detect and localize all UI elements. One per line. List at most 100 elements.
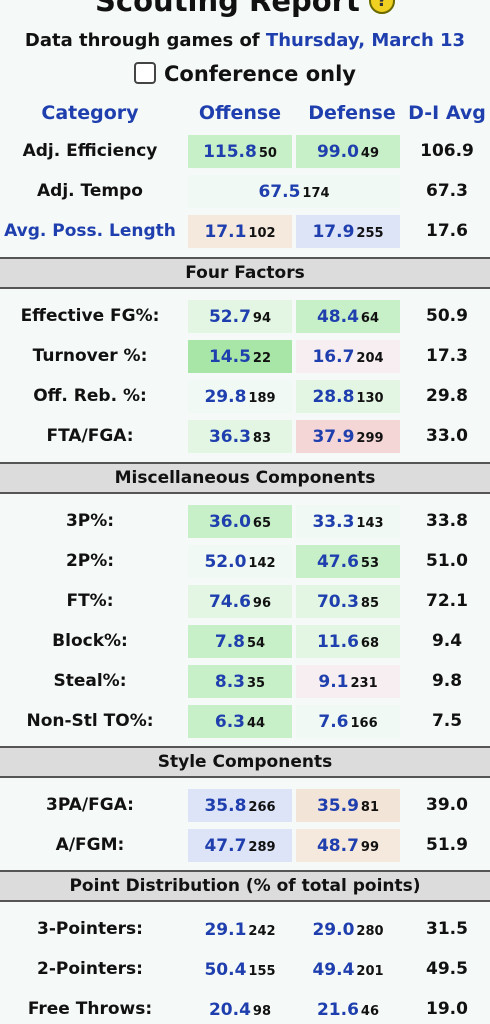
offense-value[interactable]: 52.7	[208, 307, 251, 327]
di-avg-value: 7.5	[431, 711, 463, 731]
defense-rank: 143	[356, 516, 384, 531]
di-avg-value: 9.4	[431, 631, 463, 651]
defense-rank: 255	[356, 226, 384, 241]
offense-value[interactable]: 20.4	[208, 1000, 251, 1020]
defense-rank: 81	[360, 800, 380, 815]
offense-cell: 14.5 22	[188, 340, 292, 373]
defense-value[interactable]: 21.6	[316, 1000, 359, 1020]
offense-value[interactable]: 47.7	[204, 836, 247, 856]
offense-cell: 52.0 142	[188, 545, 292, 578]
di-avg-value: 49.5	[426, 959, 468, 979]
di-avg-value: 33.8	[426, 511, 468, 531]
offense-cell: 7.8 54	[188, 625, 292, 658]
defense-cell: 17.9 255	[296, 215, 400, 248]
stat-label: Adj. Efficiency	[22, 141, 158, 161]
di-avg-value: 33.0	[426, 426, 468, 446]
offense-cell: 36.0 65	[188, 505, 292, 538]
stat-row-2-pointers: 2-Pointers: 50.4 155 49.4 201 49.5	[0, 949, 490, 989]
defense-cell: 11.6 68	[296, 625, 400, 658]
offense-value[interactable]: 50.4	[204, 960, 247, 980]
section-header-four-factors: Four Factors	[0, 257, 490, 289]
stat-row-adj-tempo: Adj. Tempo 67.5 174 67.3	[0, 171, 490, 211]
offense-cell: 47.7 289	[188, 829, 292, 862]
subtitle-prefix: Data through games of	[24, 30, 266, 51]
defense-cell: 35.9 81	[296, 789, 400, 822]
column-di-avg[interactable]: D-I Avg	[408, 102, 486, 124]
conference-only-checkbox[interactable]	[134, 62, 156, 84]
defense-value[interactable]: 33.3	[312, 512, 355, 532]
defense-value[interactable]: 48.7	[316, 836, 359, 856]
defense-value[interactable]: 17.9	[312, 222, 355, 242]
di-avg-value: 106.9	[420, 141, 474, 161]
stat-row-avg-poss-length: Avg. Poss. Length 17.1 102 17.9 255 17.6	[0, 211, 490, 251]
defense-value[interactable]: 29.0	[312, 920, 355, 940]
offense-value[interactable]: 17.1	[204, 222, 247, 242]
column-defense[interactable]: Defense	[308, 102, 396, 124]
defense-cell: 48.4 64	[296, 300, 400, 333]
stat-row-3pa-fga: 3PA/FGA: 35.8 266 35.9 81 39.0	[0, 785, 490, 825]
tempo-value[interactable]: 67.5	[258, 182, 301, 202]
offense-cell: 17.1 102	[188, 215, 292, 248]
defense-cell: 9.1 231	[296, 665, 400, 698]
data-through-subtitle: Data through games of Thursday, March 13	[0, 30, 490, 51]
offense-cell: 20.4 98	[188, 993, 292, 1024]
offense-value[interactable]: 7.8	[214, 632, 246, 652]
offense-value[interactable]: 14.5	[208, 347, 251, 367]
stat-label: 2P%:	[65, 551, 115, 571]
defense-value[interactable]: 11.6	[316, 632, 359, 652]
offense-value[interactable]: 6.3	[214, 712, 246, 732]
date-link[interactable]: Thursday, March 13	[265, 30, 466, 51]
conference-only-toggle[interactable]: Conference only	[0, 62, 490, 86]
defense-value[interactable]: 9.1	[318, 672, 349, 692]
di-avg-value: 19.0	[426, 999, 468, 1019]
stat-label: A/FGM:	[55, 835, 125, 855]
defense-value[interactable]: 49.4	[312, 960, 355, 980]
defense-value[interactable]: 48.4	[316, 307, 359, 327]
defense-value[interactable]: 70.3	[316, 592, 359, 612]
offense-cell: 50.4 155	[188, 953, 292, 986]
defense-rank: 85	[360, 596, 380, 611]
offense-rank: 142	[248, 556, 276, 571]
defense-cell: 37.9 299	[296, 420, 400, 453]
offense-cell: 115.8 50	[188, 135, 292, 168]
offense-value[interactable]: 29.1	[204, 920, 247, 940]
offense-value[interactable]: 35.8	[204, 796, 247, 816]
offense-rank: 94	[252, 311, 272, 326]
avg-poss-length-link[interactable]: Avg. Poss. Length	[4, 221, 176, 241]
stat-row-free-throws: Free Throws: 20.4 98 21.6 46 19.0	[0, 989, 490, 1024]
offense-cell: 52.7 94	[188, 300, 292, 333]
defense-rank: 68	[360, 636, 380, 651]
stat-row-effective-fg: Effective FG%: 52.7 94 48.4 64 50.9	[0, 296, 490, 336]
offense-value[interactable]: 115.8	[203, 142, 257, 162]
conference-only-label: Conference only	[164, 62, 356, 86]
offense-value[interactable]: 8.3	[214, 672, 246, 692]
offense-value[interactable]: 52.0	[204, 552, 247, 572]
offense-value[interactable]: 36.0	[208, 512, 251, 532]
column-offense[interactable]: Offense	[198, 102, 282, 124]
defense-value[interactable]: 47.6	[316, 552, 359, 572]
stat-label: Block%:	[52, 631, 128, 651]
stat-row-3-pointers: 3-Pointers: 29.1 242 29.0 280 31.5	[0, 909, 490, 949]
column-category[interactable]: Category	[41, 102, 139, 124]
di-avg-value: 29.8	[426, 386, 468, 406]
defense-value[interactable]: 99.0	[316, 142, 359, 162]
offense-rank: 65	[252, 516, 272, 531]
defense-cell: 99.0 49	[296, 135, 400, 168]
offense-cell: 29.1 242	[188, 913, 292, 946]
defense-value[interactable]: 7.6	[318, 712, 349, 732]
page-title: Scouting Report	[95, 0, 360, 18]
offense-value[interactable]: 36.3	[208, 427, 251, 447]
defense-value[interactable]: 28.8	[312, 387, 355, 407]
stat-row-non-stl-to: Non-Stl TO%: 6.3 44 7.6 166 7.5	[0, 701, 490, 741]
help-icon[interactable]: ?	[368, 0, 395, 14]
offense-value[interactable]: 74.6	[208, 592, 251, 612]
defense-cell: 48.7 99	[296, 829, 400, 862]
defense-value[interactable]: 37.9	[312, 427, 355, 447]
defense-value[interactable]: 35.9	[316, 796, 359, 816]
offense-value[interactable]: 29.8	[204, 387, 247, 407]
stat-row-adj-efficiency: Adj. Efficiency 115.8 50 99.0 49 106.9	[0, 131, 490, 171]
defense-value[interactable]: 16.7	[312, 347, 355, 367]
defense-cell: 70.3 85	[296, 585, 400, 618]
defense-rank: 280	[356, 924, 384, 939]
offense-rank: 242	[248, 924, 276, 939]
